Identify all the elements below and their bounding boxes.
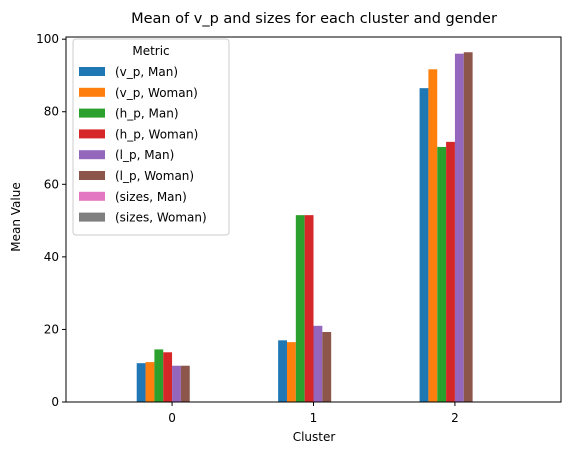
y-tick-label: 40 [44,250,59,264]
legend-items: (v_p, Man) (v_p, Woman) (h_p, Man) (h_p, Wo… [79,65,207,225]
bar [454,53,464,402]
bar [446,141,455,403]
x-tick-label: 1 [310,411,318,425]
bars-layer [136,52,491,403]
bar [163,352,173,402]
bar [313,325,323,402]
y-tick-label: 80 [44,105,59,119]
y-axis-ticks: 0 20 40 60 80 100 [36,32,66,409]
legend-swatch [79,212,105,222]
bar [172,365,181,402]
y-tick-label: 60 [44,177,59,191]
y-tick-label: 0 [51,395,59,409]
legend-swatch [79,108,105,118]
bar [419,88,429,402]
bar [428,69,438,402]
legend-label: (v_p, Man) [115,65,178,79]
y-axis-label: Mean Value [9,182,23,251]
bar [304,215,314,402]
legend-swatch [79,129,105,139]
legend-label: (l_p, Man) [115,148,174,162]
bar [295,215,305,402]
x-tick-label: 2 [451,411,459,425]
bar [278,340,287,402]
legend-swatch [79,150,105,160]
chart-title: Mean of v_p and sizes for each cluster a… [131,11,497,27]
bar [437,146,447,402]
bar [180,365,190,402]
bar [463,52,473,403]
bar [136,363,146,402]
bar [286,342,296,402]
legend-box [72,38,230,236]
legend-swatch [79,87,105,97]
legend: Metric (v_p, Man)(v_p, Woman)(h_p, Man)(… [72,38,230,236]
legend-label: (v_p, Woman) [115,86,198,100]
legend-label: (sizes, Man) [115,190,187,204]
x-axis-label: Cluster [293,430,336,444]
legend-label: (h_p, Man) [115,107,179,121]
legend-title: Metric [132,44,169,58]
legend-label: (l_p, Woman) [115,169,194,183]
legend-label: (sizes, Woman) [115,211,207,225]
y-tick-label: 100 [36,32,59,46]
bar [154,349,164,402]
y-tick-label: 20 [44,322,59,336]
legend-swatch [79,191,105,201]
legend-label: (h_p, Woman) [115,127,198,141]
legend-swatch [79,171,105,180]
x-axis-ticks: 0 1 2 [168,402,459,425]
x-tick-label: 0 [168,411,176,425]
bar [145,362,155,402]
legend-swatch [79,67,105,76]
bar [322,331,332,402]
